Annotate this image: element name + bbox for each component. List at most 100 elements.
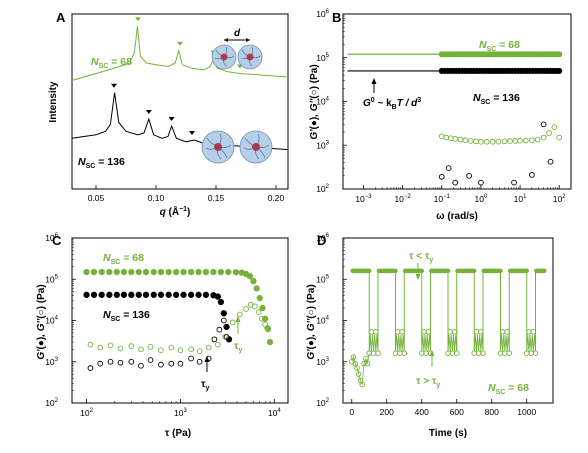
storage-modulus-point <box>232 269 240 276</box>
low-stress-point <box>445 350 451 356</box>
storage-modulus-point <box>128 268 135 276</box>
x-tick-label: 100 <box>475 194 488 204</box>
x-tick-label: 103 <box>174 408 187 418</box>
low-stress-point <box>419 350 425 356</box>
loss-modulus-point <box>507 138 513 144</box>
loss-modulus-point <box>540 121 547 128</box>
storage-modulus-point <box>120 291 128 298</box>
panel-d-x-ticks: 0 200 400 600 800 1000 <box>349 399 536 417</box>
loss-modulus-point <box>87 341 94 348</box>
loss-modulus-point <box>243 306 249 312</box>
y-tick-label: 106 <box>316 9 329 19</box>
low-stress-point <box>497 350 504 356</box>
low-stress-point <box>530 329 537 335</box>
storage-modulus-point <box>187 268 195 276</box>
storage-modulus-point <box>157 291 165 298</box>
loss-modulus-point <box>522 137 529 144</box>
storage-modulus-point <box>172 291 180 298</box>
storage-modulus-point <box>150 268 157 276</box>
x-tick-label: 0.15 <box>208 193 225 203</box>
storage-modulus-point <box>90 291 98 298</box>
loss-modulus-point <box>265 326 271 333</box>
panel-c-nsc136-label: NSC = 136 <box>103 309 150 323</box>
d-spacing-label: d <box>234 28 241 39</box>
initial-loss-point <box>352 360 359 367</box>
loss-modulus-point <box>546 130 552 136</box>
loss-modulus-point <box>196 358 203 365</box>
loss-modulus-point <box>529 172 535 178</box>
storage-modulus-point <box>113 268 120 276</box>
loss-modulus-point <box>177 347 184 354</box>
loss-modulus-point <box>478 179 484 186</box>
loss-modulus-point <box>259 315 265 322</box>
loss-modulus-point <box>196 348 203 355</box>
tau-y-green-annotation: τy <box>234 316 242 354</box>
x-tick-label: 10−3 <box>355 194 372 204</box>
storage-modulus-point <box>259 304 266 312</box>
storage-modulus-point <box>157 268 165 276</box>
y-tick-label: 104 <box>316 97 329 107</box>
low-stress-point <box>373 329 379 335</box>
storage-modulus-point <box>250 277 257 285</box>
particle-pair-large <box>201 130 273 164</box>
storage-modulus-point <box>217 268 225 276</box>
loss-modulus-point <box>452 179 459 186</box>
loss-modulus-point <box>478 138 484 145</box>
x-tick-label: 0.05 <box>88 193 105 203</box>
panel-a-peak-markers <box>111 17 243 135</box>
loss-modulus-point <box>128 343 135 349</box>
panel-d: D 102 103 104 105 106 0 200 400 600 800 1000 G'(●… <box>306 233 554 439</box>
panel-a-ylabel: Intensity <box>48 81 59 123</box>
low-stress-point <box>475 350 482 356</box>
loss-modulus-point <box>495 138 502 145</box>
storage-modulus-point <box>90 268 98 276</box>
panel-b-y-ticks: 102 103 104 105 106 <box>316 9 347 194</box>
loss-modulus-point <box>97 360 104 367</box>
loss-modulus-point <box>97 344 104 351</box>
loss-modulus-point <box>255 309 262 315</box>
low-stress-point <box>449 350 456 356</box>
storage-modulus-point <box>165 268 172 276</box>
low-stress-point <box>478 329 484 335</box>
storage-modulus-point <box>83 268 90 276</box>
panel-a-xlabel: q (Å−1) <box>160 205 191 218</box>
low-stress-point <box>399 329 405 335</box>
storage-modulus-point <box>256 294 263 302</box>
low-stress-point <box>526 329 532 335</box>
storage-modulus-point <box>106 268 113 276</box>
low-stress-point <box>394 329 401 335</box>
g0-annotation: G0 ~ kBT / d3 <box>363 78 421 111</box>
panel-a-frame <box>71 13 289 190</box>
panel-b-data <box>347 51 563 186</box>
loss-modulus-point <box>438 173 445 180</box>
tau-y-black-label: τy <box>201 379 209 392</box>
loss-modulus-point <box>501 138 508 145</box>
y-tick-label: 103 <box>316 140 329 150</box>
initial-loss-point <box>354 365 360 371</box>
initial-low-trace <box>351 353 370 385</box>
y-tick-label: 105 <box>316 274 329 284</box>
x-tick-label: 600 <box>450 407 464 417</box>
loss-modulus-point <box>147 357 154 363</box>
low-stress-oscillation <box>395 334 405 352</box>
panel-c-x-ticks: 102 103 104 <box>80 399 281 418</box>
low-stress-oscillation <box>473 334 484 352</box>
loss-modulus-point <box>177 360 184 367</box>
y-tick-label: 105 <box>45 274 58 284</box>
storage-modulus-point <box>217 298 225 306</box>
low-stress-point <box>532 350 539 356</box>
x-tick-label: 0.20 <box>268 193 285 203</box>
storage-modulus-point <box>135 291 142 298</box>
g0-scaling-label: G0 ~ kBT / d3 <box>363 97 421 111</box>
x-tick-label: 0.10 <box>148 193 165 203</box>
storage-modulus-point <box>195 268 202 276</box>
loss-modulus-point <box>147 343 154 350</box>
storage-modulus-point <box>150 291 157 298</box>
curve-nsc-68 <box>71 26 289 81</box>
low-stress-point <box>528 350 534 356</box>
loss-modulus-point <box>466 172 472 179</box>
panel-c: C 102 103 104 105 106 102 103 104 G'(●), G''(○… <box>36 233 289 439</box>
low-stress-point <box>471 350 478 356</box>
tau-gt-label: τ > τy <box>416 376 440 389</box>
panel-d-xlabel: Time (s) <box>429 428 467 439</box>
